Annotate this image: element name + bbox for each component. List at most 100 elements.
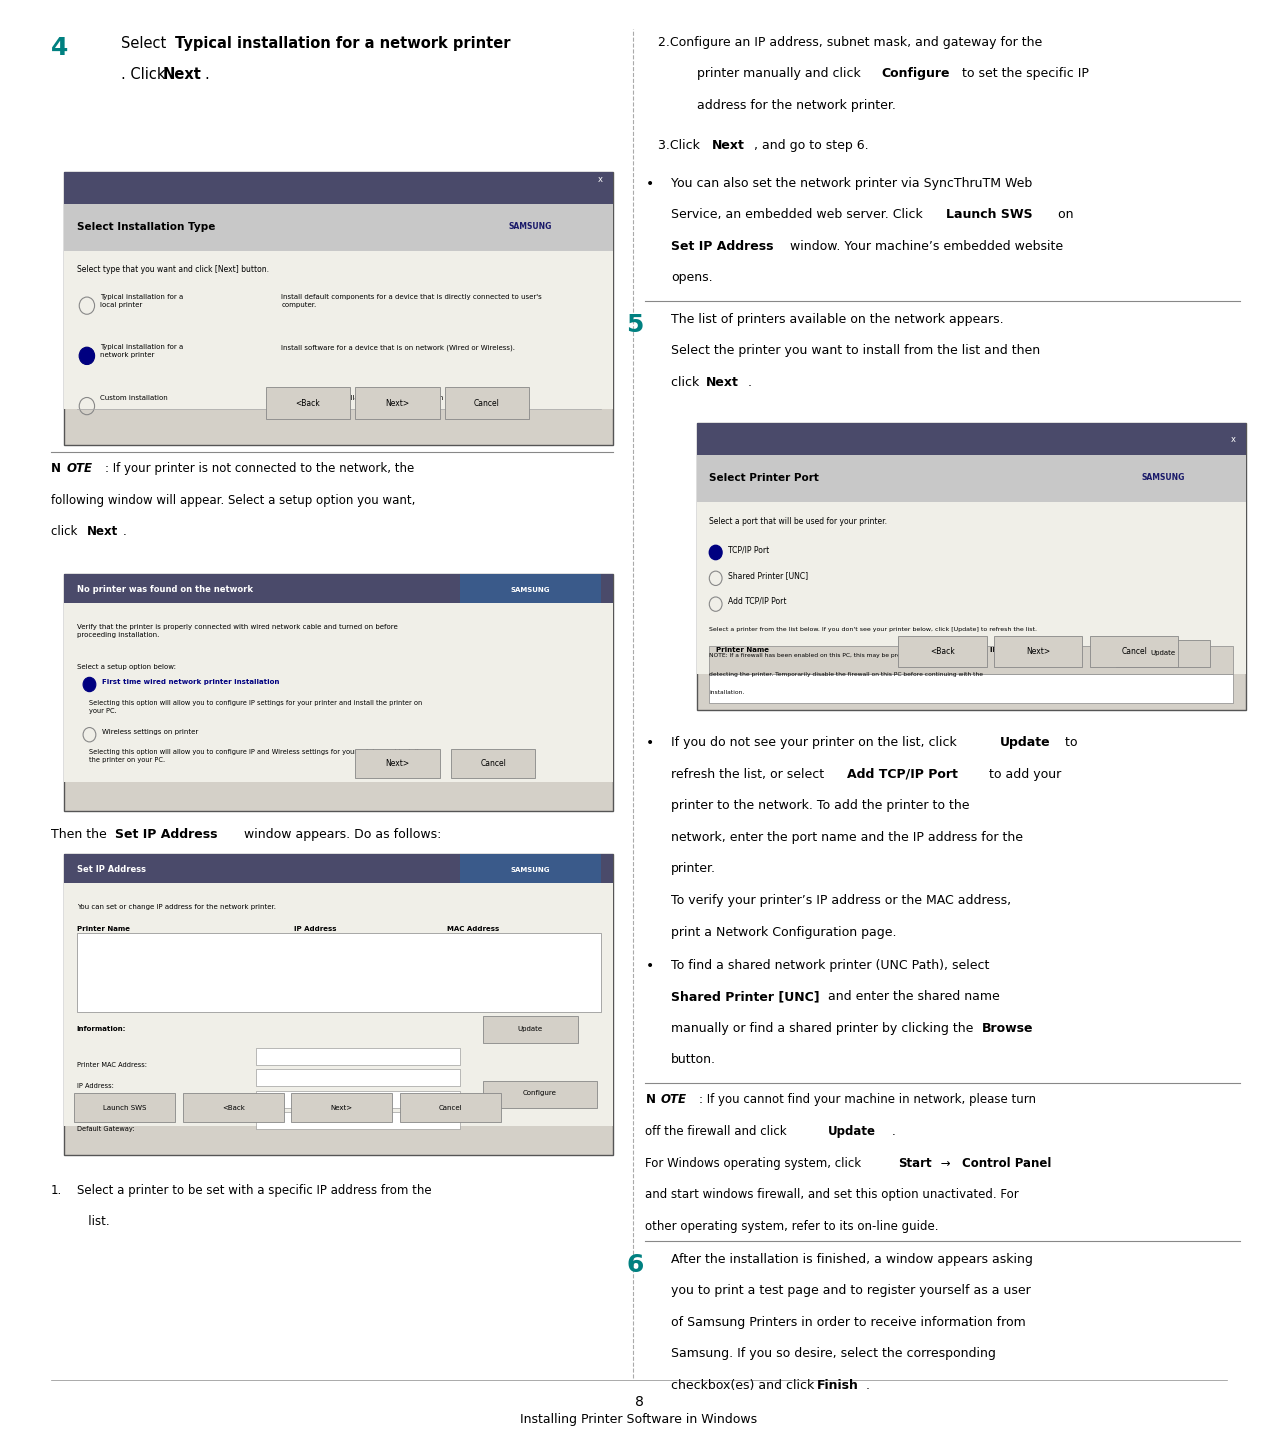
Text: MAC Address: MAC Address — [447, 926, 500, 931]
Text: following window will appear. Select a setup option you want,: following window will appear. Select a s… — [51, 494, 415, 507]
Text: and enter the shared name: and enter the shared name — [824, 990, 1001, 1003]
Text: Selecting this option will allow you to configure IP and Wireless settings for y: Selecting this option will allow you to … — [89, 749, 419, 762]
Text: off the firewall and click: off the firewall and click — [645, 1125, 791, 1138]
Text: x: x — [1231, 435, 1236, 443]
FancyBboxPatch shape — [64, 574, 613, 811]
Text: Set IP Address: Set IP Address — [671, 240, 773, 253]
Text: IP/Port Name: IP/Port Name — [990, 647, 1043, 653]
Text: : If your printer is not connected to the network, the: : If your printer is not connected to th… — [105, 462, 414, 475]
Text: Install software for a device that is on network (Wired or Wireless).: Install software for a device that is on… — [281, 344, 515, 352]
FancyBboxPatch shape — [994, 636, 1082, 667]
Text: Add TCP/IP Port: Add TCP/IP Port — [728, 597, 787, 606]
Bar — [697, 423, 1246, 455]
Text: Select a setup option below:: Select a setup option below: — [77, 664, 175, 670]
Text: Update: Update — [518, 1026, 543, 1032]
Text: .: . — [748, 376, 751, 389]
Text: <Back: <Back — [930, 647, 955, 656]
Text: Custom installation: Custom installation — [100, 395, 167, 400]
Text: Update: Update — [999, 736, 1051, 749]
Text: SAMSUNG: SAMSUNG — [511, 867, 550, 872]
Text: Launch SWS: Launch SWS — [946, 208, 1033, 221]
Text: OTE: OTE — [66, 462, 92, 475]
Text: Finish: Finish — [817, 1379, 859, 1392]
Text: Install default components for a device that is directly connected to user's
com: Install default components for a device … — [281, 294, 542, 309]
Text: 3.Click: 3.Click — [658, 139, 704, 152]
Text: Select: Select — [121, 36, 171, 50]
Text: Next>: Next> — [386, 759, 409, 768]
Bar — [256, 1091, 460, 1108]
Text: Printer Name: Printer Name — [77, 926, 129, 931]
Text: Select a printer to be set with a specific IP address from the: Select a printer to be set with a specif… — [77, 1184, 431, 1197]
Text: .: . — [865, 1379, 869, 1392]
Text: •: • — [645, 959, 653, 973]
FancyBboxPatch shape — [355, 387, 440, 419]
Text: Cancel: Cancel — [474, 399, 500, 408]
Text: IP Address: IP Address — [294, 926, 336, 931]
Text: Select Installation Type: Select Installation Type — [77, 222, 215, 231]
Text: manually or find a shared printer by clicking the: manually or find a shared printer by cli… — [671, 1022, 978, 1035]
Text: Next>: Next> — [1026, 647, 1051, 656]
Text: Typical installation for a network printer: Typical installation for a network print… — [175, 36, 511, 50]
Text: printer manually and click: printer manually and click — [697, 67, 864, 80]
FancyBboxPatch shape — [291, 1093, 392, 1122]
Text: window. Your machine’s embedded website: window. Your machine’s embedded website — [786, 240, 1063, 253]
Bar — [697, 455, 1246, 502]
FancyBboxPatch shape — [445, 387, 529, 419]
Text: Then the: Then the — [51, 828, 111, 841]
Text: <Back: <Back — [222, 1105, 244, 1111]
Text: Cancel: Cancel — [481, 759, 506, 768]
Text: to: to — [1061, 736, 1077, 749]
Text: Selecting this option will allow you to configure IP settings for your printer a: Selecting this option will allow you to … — [89, 700, 423, 713]
FancyBboxPatch shape — [1116, 640, 1210, 667]
Text: 1.: 1. — [51, 1184, 63, 1197]
Text: button.: button. — [671, 1053, 716, 1066]
Bar — [64, 603, 613, 782]
Text: Browse: Browse — [982, 1022, 1033, 1035]
Text: window appears. Do as follows:: window appears. Do as follows: — [240, 828, 442, 841]
Text: click: click — [671, 376, 703, 389]
Text: to add your: to add your — [985, 768, 1062, 781]
Text: 5: 5 — [626, 313, 644, 337]
Bar — [460, 574, 601, 606]
Text: Service, an embedded web server. Click: Service, an embedded web server. Click — [671, 208, 927, 221]
Text: to set the specific IP: to set the specific IP — [958, 67, 1089, 80]
Bar — [709, 646, 1233, 674]
Bar — [460, 854, 601, 885]
Text: Configure: Configure — [882, 67, 951, 80]
FancyBboxPatch shape — [898, 636, 987, 667]
Text: You can set or change IP address for the network printer.: You can set or change IP address for the… — [77, 904, 276, 910]
FancyBboxPatch shape — [697, 423, 1246, 710]
Bar — [256, 1048, 460, 1065]
Text: Cancel: Cancel — [438, 1105, 463, 1111]
Text: NOTE: If a firewall has been enabled on this PC, this may be preventing the inst: NOTE: If a firewall has been enabled on … — [709, 653, 978, 657]
Text: N: N — [51, 462, 61, 475]
FancyBboxPatch shape — [74, 1093, 175, 1122]
Text: x: x — [598, 175, 603, 184]
Text: Shared Printer [UNC]: Shared Printer [UNC] — [671, 990, 819, 1003]
Text: Verify that the printer is properly connected with wired network cable and turne: Verify that the printer is properly conn… — [77, 624, 397, 639]
Text: To find a shared network printer (UNC Path), select: To find a shared network printer (UNC Pa… — [671, 959, 989, 971]
Text: , and go to step 6.: , and go to step 6. — [754, 139, 869, 152]
Text: Start: Start — [898, 1157, 932, 1170]
Text: Information:: Information: — [77, 1026, 127, 1032]
Text: .: . — [204, 67, 210, 82]
FancyBboxPatch shape — [483, 1081, 597, 1108]
Text: list.: list. — [77, 1215, 110, 1228]
Text: 6: 6 — [626, 1253, 644, 1277]
Text: printer.: printer. — [671, 862, 716, 875]
FancyBboxPatch shape — [400, 1093, 501, 1122]
Bar — [460, 204, 601, 251]
Text: Update: Update — [828, 1125, 877, 1138]
Text: No printer was found on the network: No printer was found on the network — [77, 585, 253, 594]
Text: other operating system, refer to its on-line guide.: other operating system, refer to its on-… — [645, 1220, 939, 1233]
Bar — [697, 502, 1246, 674]
Bar — [256, 1069, 460, 1086]
FancyBboxPatch shape — [483, 1016, 578, 1043]
Text: Subnet Mask:: Subnet Mask: — [77, 1105, 121, 1111]
Text: 4: 4 — [51, 36, 69, 60]
Text: Set IP Address: Set IP Address — [115, 828, 217, 841]
Text: SAMSUNG: SAMSUNG — [1141, 474, 1185, 482]
Text: opens.: opens. — [671, 271, 713, 284]
Text: Select a printer from the list below. If you don't see your printer below, click: Select a printer from the list below. If… — [709, 627, 1038, 631]
Text: refresh the list, or select: refresh the list, or select — [671, 768, 828, 781]
